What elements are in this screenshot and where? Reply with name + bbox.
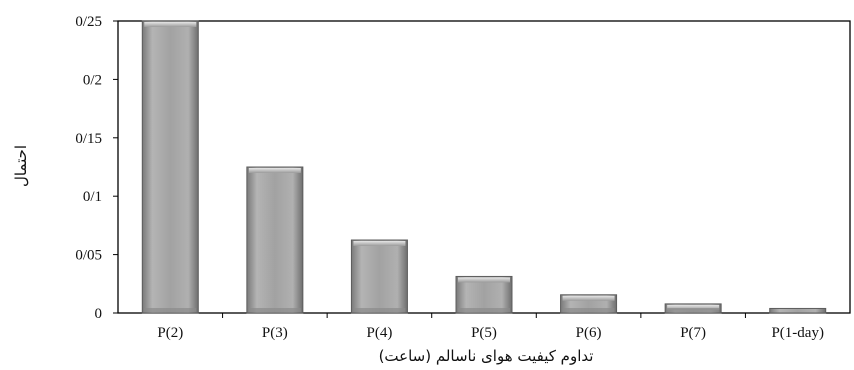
bar-body bbox=[246, 166, 304, 314]
x-tick-label: P(3) bbox=[262, 325, 288, 341]
bar-P(7) bbox=[664, 303, 722, 314]
x-tick-label: P(1-day) bbox=[771, 325, 824, 341]
bars-group bbox=[141, 20, 827, 314]
bar-base-bevel bbox=[248, 308, 301, 312]
bar-highlight bbox=[353, 241, 406, 246]
x-axis: P(2) P(3) P(4) P(5) P(6) P(7) P(1-day) bbox=[157, 313, 824, 341]
y-axis-title: احتمال bbox=[12, 145, 30, 187]
y-tick-label: 0 bbox=[95, 306, 103, 322]
x-tick-label: P(4) bbox=[367, 325, 393, 341]
bar-base-bevel bbox=[144, 308, 197, 312]
bar-highlight bbox=[458, 277, 510, 283]
x-tick-label: P(6) bbox=[576, 325, 602, 341]
bar-base-bevel bbox=[458, 308, 510, 312]
bar-body bbox=[769, 307, 827, 314]
bar-body bbox=[350, 239, 408, 314]
y-tick-label: 0/05 bbox=[75, 248, 102, 264]
x-axis-title: تداوم کیفیت هوای ناسالم (ساعت) bbox=[379, 347, 594, 365]
bar-P(3) bbox=[246, 166, 304, 314]
bar-P(5) bbox=[455, 275, 513, 314]
y-tick-label: 0/15 bbox=[75, 131, 102, 147]
bar-base-bevel bbox=[667, 308, 720, 312]
y-axis: 0 0/05 0/1 0/15 0/2 0/25 bbox=[75, 14, 118, 322]
x-tick-label: P(5) bbox=[471, 325, 497, 341]
bar-P(1-day) bbox=[769, 307, 827, 314]
y-tick-label: 0/2 bbox=[83, 72, 102, 88]
bar-base-bevel bbox=[562, 308, 615, 312]
bar-P(2) bbox=[141, 20, 199, 314]
bar-highlight bbox=[248, 168, 301, 173]
bar-highlight bbox=[562, 295, 615, 301]
plot-frame bbox=[117, 20, 851, 314]
bar-body bbox=[455, 275, 513, 314]
y-tick-label: 0/25 bbox=[75, 14, 102, 30]
x-tick-label: P(2) bbox=[157, 325, 183, 341]
plot-border bbox=[117, 20, 851, 314]
x-tick-label: P(7) bbox=[680, 325, 706, 341]
bar-highlight bbox=[667, 304, 720, 310]
bar-highlight bbox=[144, 22, 197, 27]
bar-P(6) bbox=[560, 294, 618, 314]
bar-P(4) bbox=[350, 239, 408, 314]
bar-base-bevel bbox=[353, 308, 406, 312]
bar-body bbox=[141, 20, 199, 314]
y-tick-label: 0/1 bbox=[83, 189, 102, 205]
